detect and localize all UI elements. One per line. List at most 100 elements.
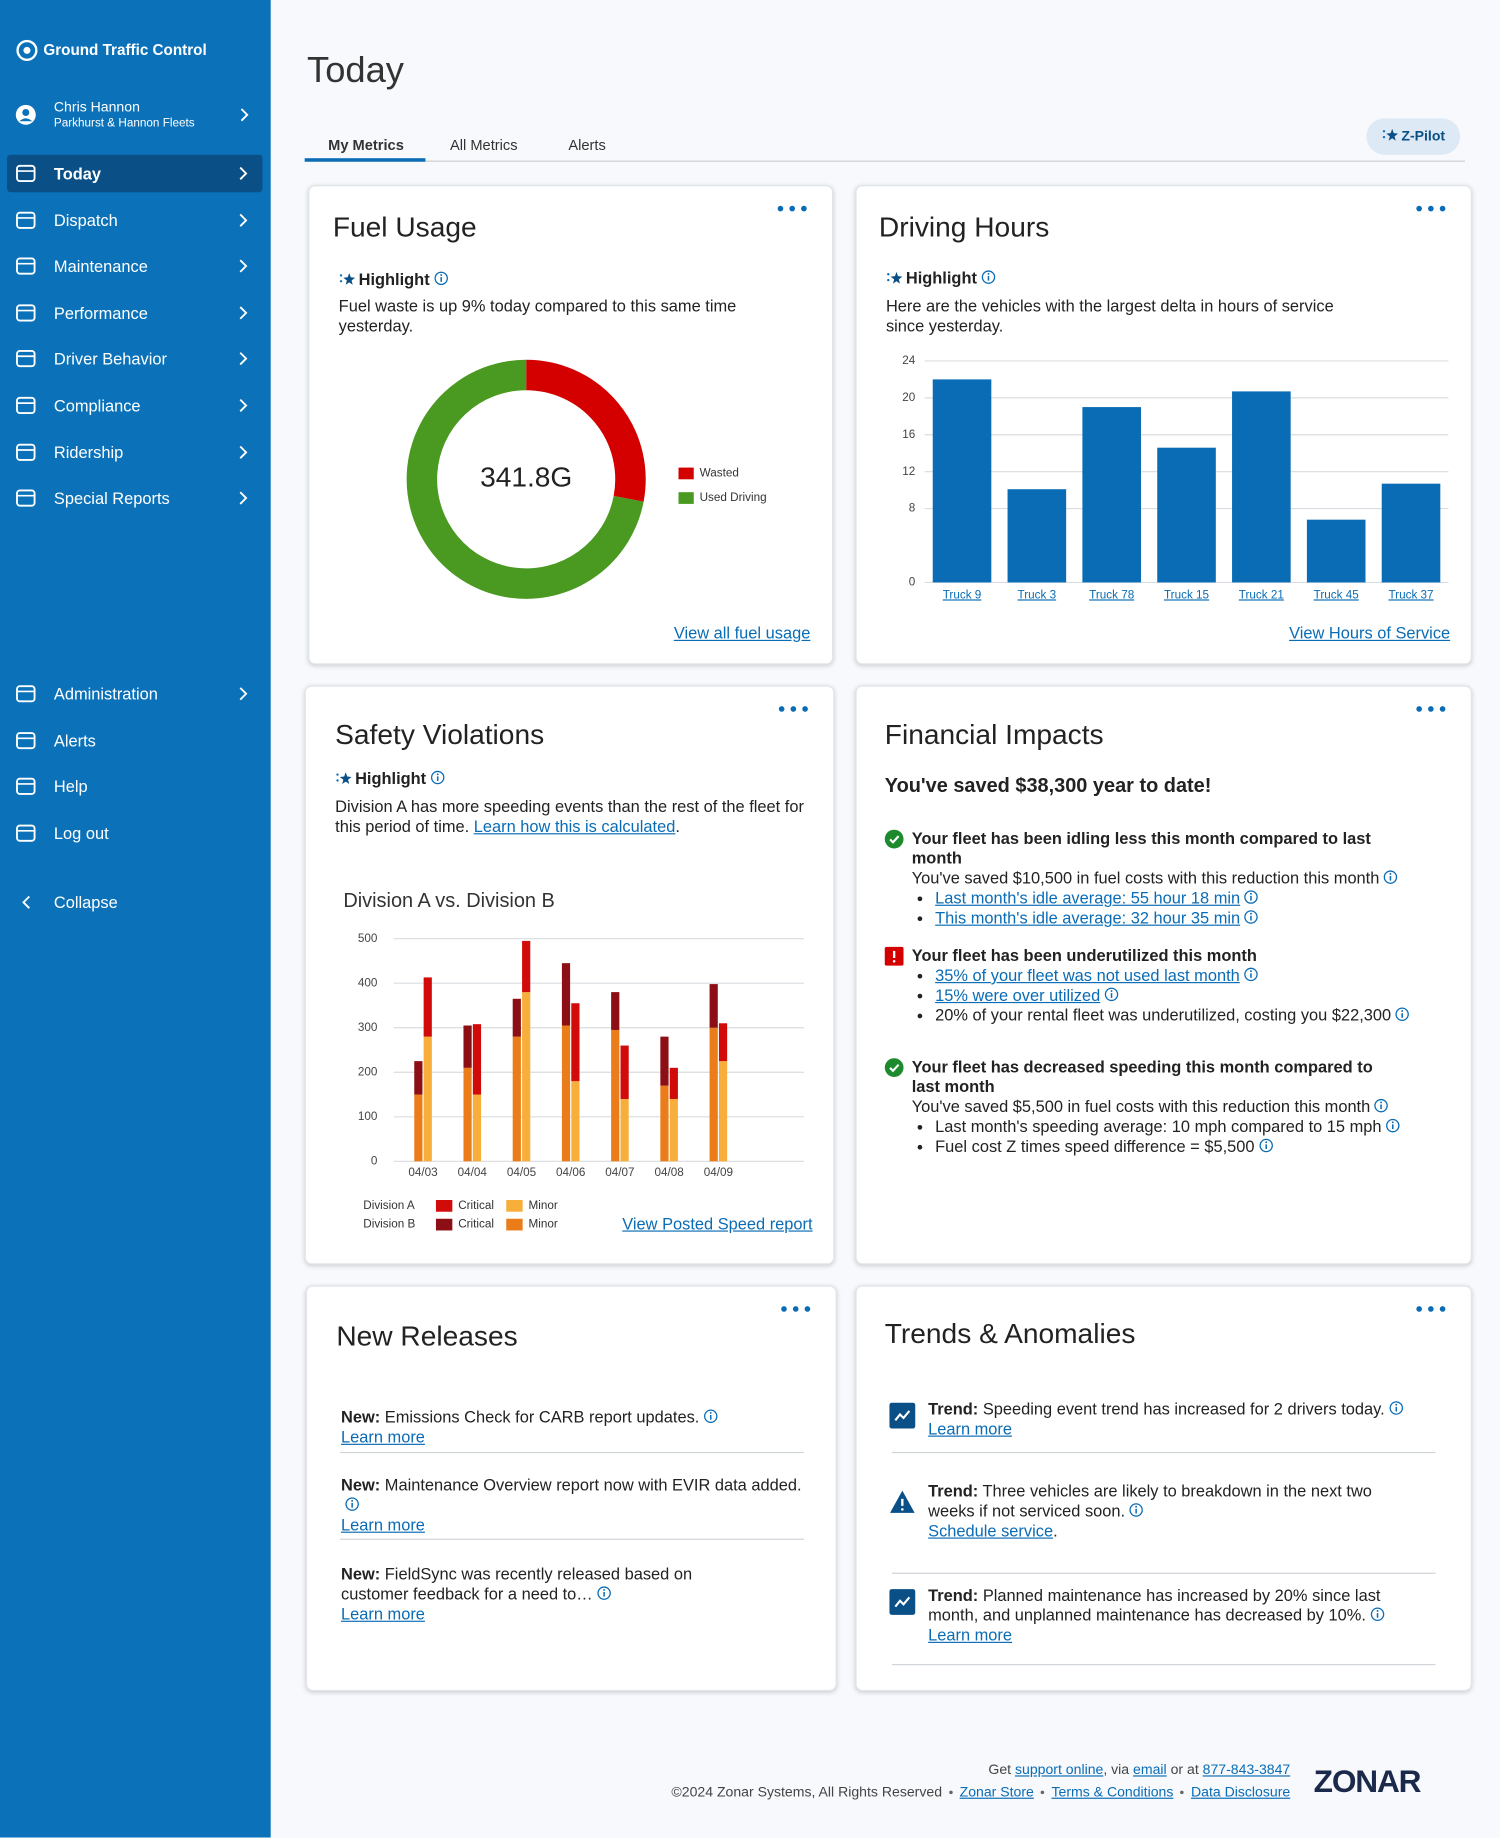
info-dot bbox=[1110, 990, 1113, 992]
view-link[interactable]: View Posted Speed report bbox=[622, 1214, 813, 1233]
nav-item[interactable]: Ridership bbox=[7, 433, 262, 471]
release-link[interactable]: Learn more bbox=[341, 1604, 425, 1624]
tab[interactable]: My Metrics bbox=[328, 137, 404, 154]
nav-item[interactable]: Dispatch bbox=[7, 201, 262, 239]
kebab-dot bbox=[1439, 205, 1446, 212]
kebab-menu[interactable] bbox=[1414, 1303, 1449, 1315]
info-icon bbox=[430, 770, 445, 785]
kebab-menu[interactable] bbox=[1414, 703, 1449, 715]
impact-item: Your fleet has decreased speeding this m… bbox=[884, 1057, 1412, 1157]
impact-link[interactable]: 15% were over utilized bbox=[935, 985, 1101, 1005]
z-pilot-button[interactable]: Z-Pilot bbox=[1366, 118, 1461, 155]
chart: 0 100 200 300 400 500 04/03 04/04 04/05 04/06 04/0… bbox=[358, 932, 804, 1231]
bar-segment bbox=[463, 1025, 472, 1068]
x-tick-label[interactable]: Truck 45 bbox=[1314, 588, 1360, 601]
release-link[interactable]: Learn more bbox=[341, 1515, 425, 1534]
info-dot bbox=[1376, 1610, 1379, 1612]
status-ok bbox=[884, 1058, 904, 1077]
chevron-shape bbox=[239, 687, 248, 701]
trend-line bbox=[894, 1596, 911, 1608]
nav-item[interactable]: Compliance bbox=[7, 387, 262, 425]
view-link[interactable]: View all fuel usage bbox=[673, 623, 811, 643]
x-tick-label[interactable]: Truck 9 bbox=[943, 588, 982, 601]
x-tick-label[interactable]: Truck 3 bbox=[1018, 588, 1057, 601]
separator bbox=[891, 1664, 1436, 1666]
kebab-menu[interactable] bbox=[779, 1303, 814, 1315]
footer-link[interactable]: Zonar Store bbox=[959, 1783, 1034, 1800]
info-icon bbox=[703, 1409, 718, 1423]
kebab-menu[interactable] bbox=[777, 703, 812, 715]
kebab-menu[interactable] bbox=[1414, 203, 1449, 215]
kebab-menu[interactable] bbox=[776, 203, 811, 215]
kebab-dot bbox=[781, 1306, 787, 1312]
x-tick-label[interactable]: Truck 37 bbox=[1388, 588, 1433, 601]
impact-link[interactable]: Last month's idle average: 55 hour 18 mi… bbox=[935, 888, 1241, 908]
sparkle-icon bbox=[336, 772, 352, 784]
nav-label: Today bbox=[53, 164, 102, 183]
chevron-shape bbox=[240, 108, 249, 122]
info-circle bbox=[703, 1409, 718, 1423]
financial-card: Financial Impacts You've saved $38,300 ye… bbox=[855, 685, 1472, 1265]
x-tick-label: 04/06 bbox=[556, 1166, 585, 1179]
nav-item[interactable]: Help bbox=[7, 768, 262, 806]
nav-label: Performance bbox=[53, 303, 148, 323]
nav-item[interactable]: Maintenance bbox=[7, 247, 262, 285]
nav-item[interactable]: Alerts bbox=[7, 721, 262, 759]
y-tick-label: 12 bbox=[902, 465, 915, 478]
nav-item[interactable]: Today bbox=[7, 154, 263, 193]
support-link[interactable]: support online bbox=[1014, 1761, 1104, 1778]
footer-dot bbox=[1040, 1791, 1045, 1795]
nav-icon bbox=[16, 489, 36, 507]
trend-link[interactable]: Learn more bbox=[928, 1625, 1013, 1645]
info-circle bbox=[597, 1586, 611, 1600]
trend-item: Trend: Planned maintenance has increased… bbox=[928, 1586, 1420, 1646]
sparkle-shape bbox=[890, 271, 903, 284]
nav-item[interactable]: Performance bbox=[7, 294, 262, 332]
inline-link[interactable]: Learn how this is calculated bbox=[473, 816, 676, 836]
nav-item[interactable]: Log out bbox=[7, 814, 262, 852]
chevron bbox=[239, 398, 248, 412]
trend-link[interactable]: Schedule service bbox=[928, 1521, 1054, 1540]
tab[interactable]: All Metrics bbox=[450, 137, 518, 154]
impact-bullets: Last month's speeding average: 10 mph co… bbox=[912, 1117, 1412, 1157]
tab-indicator bbox=[304, 158, 426, 162]
x-tick-label[interactable]: Truck 78 bbox=[1089, 588, 1134, 601]
sparkle-dot bbox=[887, 273, 890, 276]
nav-item[interactable]: Administration bbox=[7, 675, 262, 713]
trend-link[interactable]: Learn more bbox=[928, 1419, 1013, 1438]
release-item: New: FieldSync was recently released bas… bbox=[341, 1564, 693, 1624]
nav-label: Alerts bbox=[53, 730, 96, 750]
info-dot bbox=[709, 1411, 712, 1414]
impact-text: Last month's speeding average: 10 mph co… bbox=[935, 1116, 1382, 1136]
x-tick-label[interactable]: Truck 15 bbox=[1164, 588, 1210, 601]
impact-link[interactable]: 35% of your fleet was not used last mont… bbox=[935, 965, 1240, 985]
warning-dot bbox=[901, 1508, 904, 1511]
footer-link[interactable]: Data Disclosure bbox=[1190, 1783, 1291, 1800]
footer-link[interactable]: Terms & Conditions bbox=[1051, 1783, 1174, 1800]
support-link[interactable]: 877-843-3847 bbox=[1202, 1761, 1291, 1778]
bar-segment bbox=[522, 992, 531, 1162]
bar bbox=[932, 379, 992, 583]
trends-card: Trends & Anomalies Trend: Speeding event … bbox=[855, 1285, 1472, 1692]
nav-icon-shape bbox=[16, 304, 36, 322]
x-tick-label[interactable]: Truck 21 bbox=[1239, 588, 1284, 601]
release-link[interactable]: Learn more bbox=[341, 1427, 425, 1447]
nav-item[interactable]: Special Reports bbox=[7, 480, 262, 518]
legend-label: Minor bbox=[529, 1199, 558, 1212]
info-circle bbox=[1104, 987, 1119, 1002]
nav-item[interactable]: Driver Behavior bbox=[7, 340, 262, 378]
support-link[interactable]: email bbox=[1133, 1761, 1167, 1778]
bar-segment bbox=[423, 977, 432, 1037]
tab[interactable]: Alerts bbox=[568, 137, 606, 154]
collapse-button[interactable]: Collapse bbox=[7, 884, 262, 922]
view-link[interactable]: View Hours of Service bbox=[1289, 623, 1451, 643]
nav-icon-shape bbox=[16, 350, 36, 368]
bar bbox=[1157, 447, 1216, 583]
bar-segment bbox=[669, 1067, 678, 1099]
card-title: Safety Violations bbox=[335, 719, 545, 752]
footer-dot bbox=[1180, 1791, 1184, 1795]
nav-icon-shape bbox=[16, 685, 36, 703]
impact-link[interactable]: This month's idle average: 32 hour 35 mi… bbox=[935, 908, 1241, 927]
release-label: New: bbox=[341, 1407, 381, 1427]
sparkle-dot bbox=[887, 278, 890, 282]
